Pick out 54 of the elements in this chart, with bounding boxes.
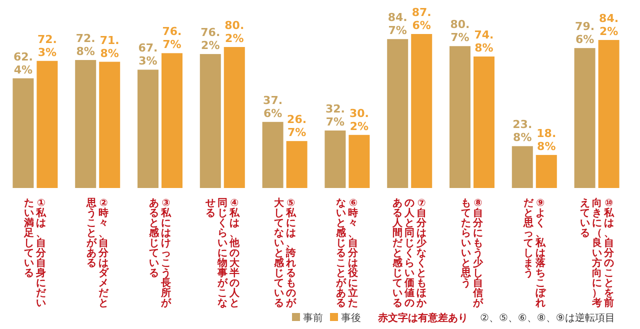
bar <box>12 78 34 188</box>
bar <box>75 60 96 188</box>
bar <box>36 60 58 188</box>
bar <box>536 154 557 188</box>
data-label: 84.7% <box>388 11 408 38</box>
x-tick-label: ⑤私には、誇れるものが大してないと感じている <box>274 199 296 309</box>
data-label: 76.2% <box>200 26 220 52</box>
data-label: 72.8% <box>76 32 96 58</box>
data-label: 67.3% <box>138 42 158 68</box>
bar <box>162 53 182 188</box>
x-tick-label: ⑨よく、私は落ちこぼれだと思ってしまう <box>523 199 546 309</box>
bar <box>387 39 408 188</box>
data-label: 71.8% <box>100 34 120 60</box>
bar <box>138 70 158 188</box>
x-tick-label: ③私にはけっこう長所があると感じている <box>149 199 171 309</box>
bar <box>512 146 533 188</box>
bar <box>324 130 346 188</box>
data-label: 80.2% <box>224 19 244 46</box>
bar <box>474 56 494 188</box>
data-label: 80.7% <box>450 18 470 44</box>
x-tick-label: ④私は、他の大半の人と同じくらいに物事がこなせる <box>205 199 240 309</box>
data-label: 72.3% <box>37 32 57 59</box>
data-label: 62.4% <box>13 50 33 76</box>
x-tick-label: ⑥時々、自分は役に立たないと感じることがある <box>336 199 358 309</box>
legend-label: 事後 <box>341 312 361 324</box>
x-tick-label: ②時々、自分はダメだと思うことがある <box>86 199 109 309</box>
data-label: 79.6% <box>575 20 595 46</box>
data-label: 23.8% <box>512 118 532 144</box>
bar <box>450 46 470 188</box>
data-label: 84.2% <box>599 12 619 38</box>
data-label: 18.8% <box>536 126 556 153</box>
data-label: 74.8% <box>474 28 494 54</box>
data-label: 32.7% <box>325 102 345 129</box>
data-label: 87.6% <box>412 6 432 32</box>
bar <box>286 141 308 188</box>
bar <box>411 34 432 188</box>
bar <box>200 54 221 188</box>
bar <box>348 134 370 188</box>
legend-label: 事前 <box>303 312 323 324</box>
bar <box>262 122 284 188</box>
data-label: 26.7% <box>287 113 307 140</box>
bar <box>224 47 245 188</box>
x-tick-label: ①私は、自分自身にだいたい満足している <box>24 199 46 309</box>
x-tick-label: ⑧自分にもう少し自信がもてたらいいと思う <box>461 199 483 309</box>
text: 赤文字は有意差あり <box>377 312 468 324</box>
x-tick-label: ⑦自分は少なくともほかの人と同じくらい価値のある人間だと感じている <box>392 199 427 309</box>
data-label: 37.6% <box>263 94 283 120</box>
x-tick-label: ⑩私は、自分のことを前向きに（良い方向に）考えている <box>580 199 614 309</box>
text: ②、⑤、⑥、⑧、⑨は逆転項目 <box>480 312 615 324</box>
bar <box>598 40 620 188</box>
data-label: 30.2% <box>349 106 369 133</box>
bar <box>99 62 120 188</box>
data-label: 76.7% <box>162 25 182 52</box>
bar <box>574 48 596 188</box>
